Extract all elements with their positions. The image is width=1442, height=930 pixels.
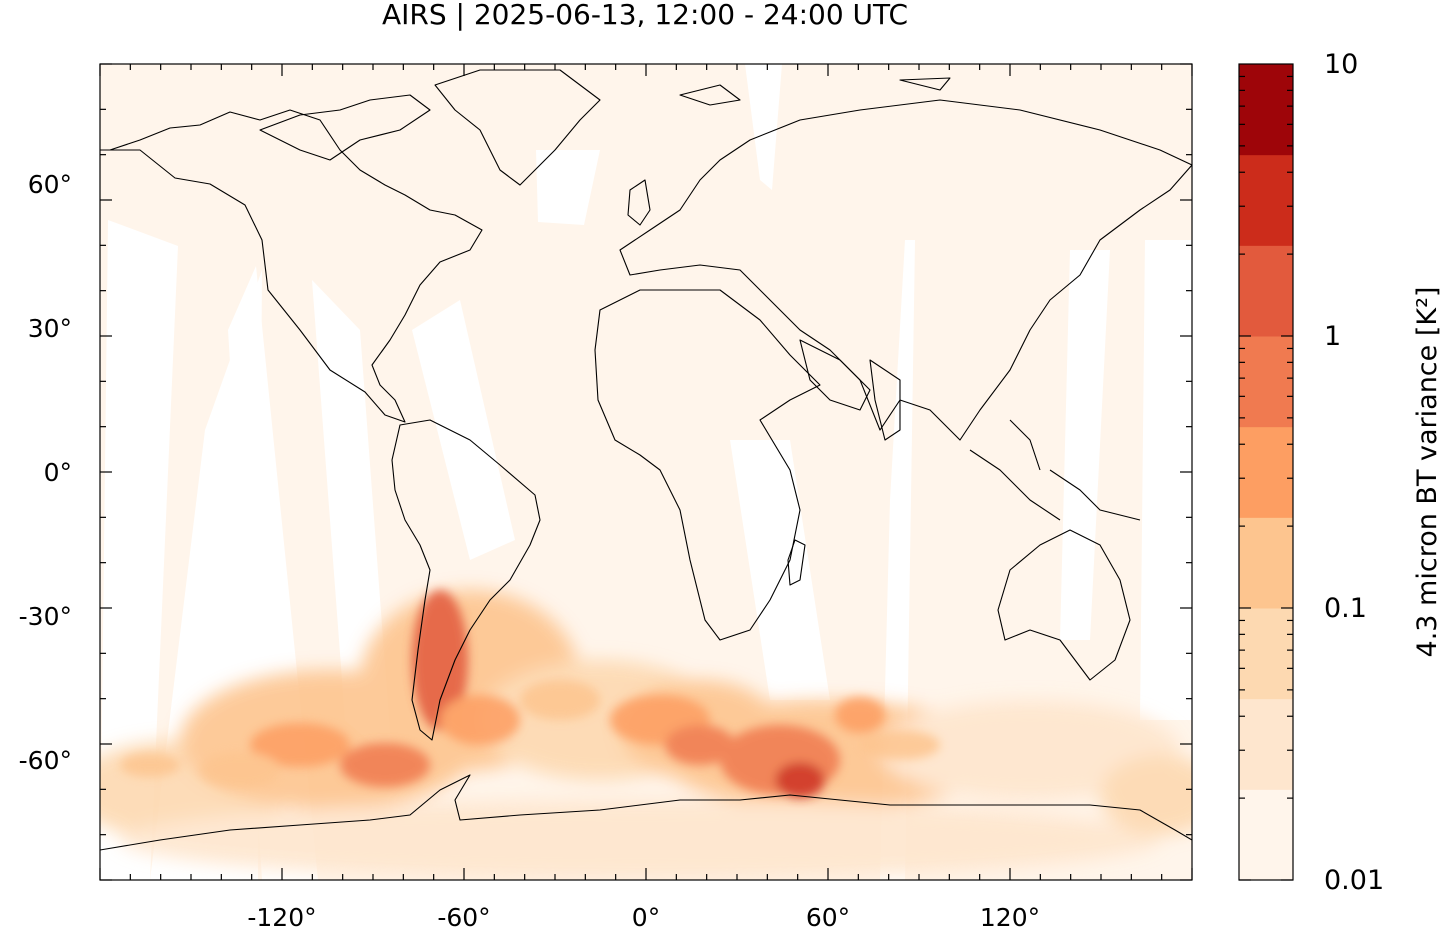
- colorbar-label: 4.3 micron BT variance [K²]: [1412, 287, 1442, 658]
- colorbar-tick-label: 10: [1324, 49, 1358, 80]
- x-tick-label: -60°: [437, 903, 490, 930]
- coast-antarctica: [100, 774, 1192, 851]
- colorbar-band: [1239, 608, 1293, 700]
- colorbar-tick-label: 0.1: [1324, 593, 1367, 624]
- colorbar-tick-label: 1: [1324, 321, 1341, 352]
- y-tick-label: 30°: [28, 314, 72, 343]
- x-tick-label: 120°: [980, 903, 1040, 930]
- colorbar-band: [1239, 245, 1293, 337]
- coast-australia: [997, 529, 1131, 681]
- coast-greenland: [434, 69, 601, 186]
- colorbar-band: [1239, 517, 1293, 609]
- colorbar-band: [1239, 336, 1293, 428]
- y-tick-label: 0°: [44, 458, 72, 487]
- x-tick-label: 0°: [632, 903, 660, 930]
- coast-arctic-islands: [259, 77, 951, 161]
- colorbar-bands: [1239, 64, 1293, 881]
- variance-field: [100, 590, 1192, 880]
- coast-africa-eurasia: [594, 289, 821, 641]
- coast-maritime-se-asia: [969, 419, 1141, 521]
- y-tick-label: -60°: [19, 746, 72, 775]
- coast-britain: [627, 179, 651, 226]
- coast-europe-asia-north: [619, 99, 1192, 441]
- colorbar-band: [1239, 698, 1293, 790]
- y-tick-label: 60°: [28, 170, 72, 199]
- map-panel: [100, 64, 1192, 880]
- map-frame: [99, 63, 1193, 881]
- colorbar-tick-label: 0.01: [1324, 865, 1384, 896]
- x-tick-label: -120°: [247, 903, 316, 930]
- x-tick-label: 60°: [806, 903, 850, 930]
- coast-north-america: [100, 109, 483, 423]
- coast-madagascar: [787, 539, 806, 586]
- coastlines: [100, 69, 1192, 851]
- map-title: AIRS | 2025-06-13, 12:00 - 24:00 UTC: [382, 0, 908, 31]
- colorbar-band: [1239, 789, 1293, 881]
- coast-south-america: [391, 419, 541, 741]
- x-axis-labels: -120° -60° 0° 60° 120°: [247, 903, 1040, 930]
- colorbar-band: [1239, 154, 1293, 246]
- colorbar-band: [1239, 64, 1293, 156]
- y-tick-label: -30°: [19, 602, 72, 631]
- y-axis-labels: 60° 30° 0° -30° -60°: [19, 170, 72, 775]
- coast-arabia-india: [799, 339, 901, 441]
- colorbar: 10 1 0.1 0.01 4.3 micron BT variance [K²…: [1238, 49, 1442, 896]
- colorbar-band: [1239, 426, 1293, 518]
